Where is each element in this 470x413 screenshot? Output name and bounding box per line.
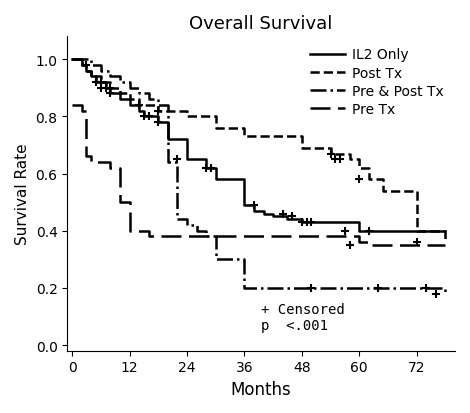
X-axis label: Months: Months: [231, 380, 291, 398]
Text: + Censored
p  <.001: + Censored p <.001: [261, 302, 345, 332]
Y-axis label: Survival Rate: Survival Rate: [15, 143, 30, 245]
Title: Overall Survival: Overall Survival: [189, 15, 333, 33]
Legend: IL2 Only, Post Tx, Pre & Post Tx, Pre Tx: IL2 Only, Post Tx, Pre & Post Tx, Pre Tx: [306, 44, 448, 121]
